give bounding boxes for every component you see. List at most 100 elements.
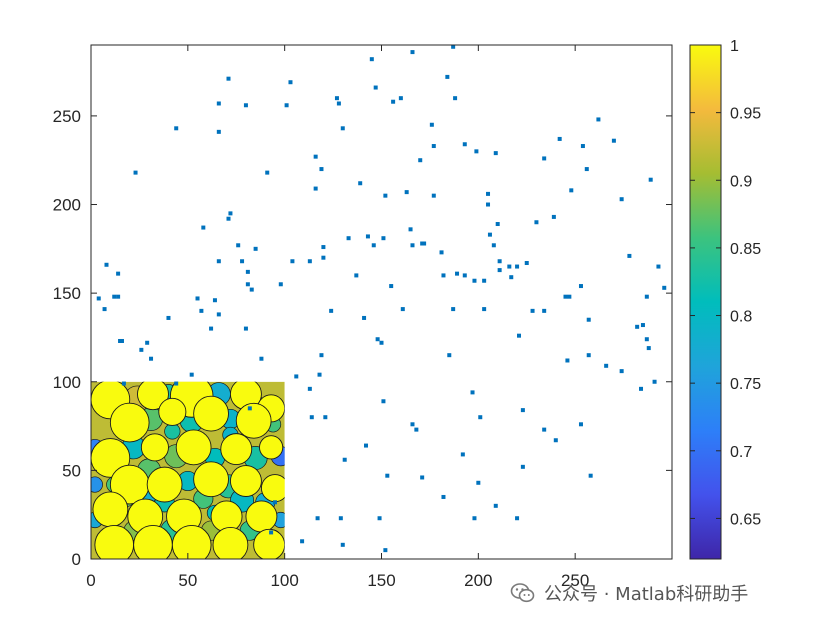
heatmap-particle (220, 433, 253, 466)
scatter-point (515, 264, 520, 269)
scatter-point (149, 356, 154, 361)
scatter-point (300, 539, 305, 544)
scatter-point (520, 408, 525, 413)
heatmap-particle (259, 435, 284, 460)
scatter-point (429, 122, 434, 127)
scatter-point (474, 149, 479, 154)
scatter-point (493, 503, 498, 508)
scatter-point (245, 282, 250, 287)
scatter-point (486, 191, 491, 196)
scatter-point (226, 76, 231, 81)
scatter-point (420, 241, 425, 246)
scatter-point (243, 103, 248, 108)
scatter-point (652, 379, 657, 384)
scatter-point (462, 142, 467, 147)
scatter-point (648, 177, 653, 182)
heatmap-particle (146, 466, 183, 503)
heatmap-particle (210, 500, 243, 533)
scatter-point (646, 346, 651, 351)
scatter-point (195, 296, 200, 301)
scatter-point (460, 452, 465, 457)
scatter-point (309, 415, 314, 420)
scatter-point (319, 167, 324, 172)
scatter-point (294, 374, 299, 379)
scatter-point (584, 167, 589, 172)
scatter-point (431, 144, 436, 149)
scatter-point (439, 250, 444, 255)
heatmap-particle (253, 528, 285, 559)
scatter-point (377, 516, 382, 521)
scatter-point (216, 259, 221, 264)
scatter-point (453, 96, 458, 101)
scatter-point (145, 340, 150, 345)
scatter-point (104, 262, 109, 267)
scatter-point (240, 259, 245, 264)
scatter-point (228, 211, 233, 216)
scatter-point (398, 96, 403, 101)
scatter-point (247, 406, 252, 411)
scatter-point (462, 273, 467, 278)
scatter-point (216, 312, 221, 317)
scatter-point (383, 193, 388, 198)
scatter-point (259, 356, 264, 361)
x-tick-label: 0 (86, 571, 95, 590)
scatter-point (517, 333, 522, 338)
scatter-point (385, 473, 390, 478)
scatter-point (336, 101, 341, 106)
scatter-point (542, 427, 547, 432)
scatter-point (557, 136, 562, 141)
scatter-point (269, 530, 274, 535)
scatter-point (542, 156, 547, 161)
scatter-point (116, 271, 121, 276)
scatter-points (96, 45, 667, 553)
scatter-point (354, 273, 359, 278)
scatter-point (400, 307, 405, 312)
scatter-point (321, 245, 326, 250)
scatter-point (389, 284, 394, 289)
scatter-point (644, 294, 649, 299)
scatter-point (216, 129, 221, 134)
scatter-point (515, 516, 520, 521)
scatter-point (491, 243, 496, 248)
heatmap-particle (245, 500, 278, 533)
y-tick-label: 250 (53, 107, 81, 126)
colorbar-tick-label: 0.8 (730, 309, 752, 326)
scatter-point (639, 386, 644, 391)
heatmap-particle (193, 461, 229, 498)
heatmap-contour-region (164, 423, 181, 440)
y-tick-label: 50 (62, 461, 81, 480)
scatter-point (451, 307, 456, 312)
scatter-point (166, 315, 171, 320)
scatter-point (174, 126, 179, 131)
heatmap-particle (133, 525, 173, 559)
scatter-point (329, 308, 334, 313)
scatter-point (534, 220, 539, 225)
scatter-point (253, 246, 258, 251)
scatter-point (373, 85, 378, 90)
x-tick-label: 150 (367, 571, 395, 590)
scatter-point (381, 236, 386, 241)
heatmap-particle (92, 491, 129, 528)
scatter-point (410, 243, 415, 248)
scatter-point (586, 317, 591, 322)
scatter-point (619, 369, 624, 374)
scatter-point (265, 170, 270, 175)
scatter-point (319, 353, 324, 358)
scatter-point (139, 347, 144, 352)
heatmap-particle (175, 429, 212, 466)
scatter-point (288, 80, 293, 85)
scatter-point (418, 158, 423, 163)
scatter-point (497, 268, 502, 273)
scatter-point (379, 340, 384, 345)
scatter-point (478, 415, 483, 420)
scatter-point (199, 308, 204, 313)
scatter-point (381, 399, 386, 404)
wechat-icon (510, 583, 535, 603)
scatter-point (323, 415, 328, 420)
scatter-point (635, 324, 640, 329)
x-tick-label: 250 (561, 571, 589, 590)
scatter-point (121, 381, 126, 386)
scatter-point (315, 516, 320, 521)
scatter-point (455, 271, 460, 276)
x-tick-label: 50 (178, 571, 197, 590)
